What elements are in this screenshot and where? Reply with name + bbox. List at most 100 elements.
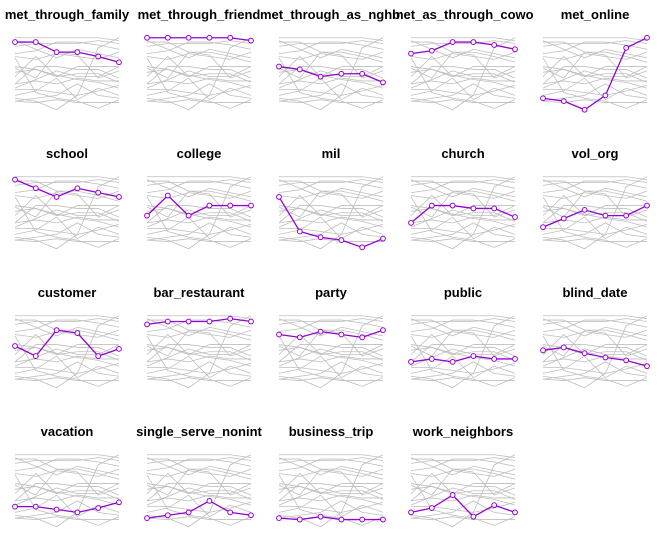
panel-plot — [12, 37, 122, 111]
background-series-line — [146, 41, 252, 54]
background-series-line — [278, 335, 384, 387]
panel-plot — [144, 176, 254, 250]
data-point — [449, 492, 456, 498]
background-series-line — [146, 458, 252, 471]
panel-title: met_through_friend — [137, 7, 261, 22]
data-point — [560, 215, 567, 222]
chart-panel: met_through_as_nghbrs — [260, 0, 402, 139]
background-series-line — [146, 347, 252, 367]
data-point — [317, 513, 324, 520]
chart-panel: school — [2, 139, 132, 278]
background-series-line — [146, 483, 252, 502]
background-series-line — [14, 40, 120, 47]
highlight-series-line — [542, 37, 648, 111]
data-point — [95, 53, 102, 60]
background-series-line — [146, 474, 252, 526]
chart-panel: blind_date — [530, 278, 659, 417]
background-series-line — [278, 176, 384, 250]
data-point — [470, 205, 477, 212]
background-series-line — [410, 222, 516, 241]
background-series-line — [146, 55, 251, 78]
background-series-line — [543, 176, 648, 181]
chart-panel: church — [398, 139, 528, 278]
data-point — [359, 334, 366, 341]
background-series-line — [14, 329, 120, 338]
panel-title: business_trip — [288, 424, 374, 439]
background-series-line — [542, 51, 648, 60]
background-series-line — [278, 318, 384, 325]
background-series-line — [14, 333, 119, 356]
background-series-line — [14, 57, 120, 109]
background-series-line — [147, 223, 252, 235]
background-series-line — [278, 208, 384, 228]
background-series-line — [14, 468, 120, 477]
background-series-line — [410, 238, 515, 242]
background-series-line — [542, 333, 647, 356]
data-point — [470, 39, 477, 45]
data-point — [644, 363, 650, 370]
data-point — [491, 42, 498, 48]
background-series-line — [278, 179, 384, 186]
background-series-line — [14, 190, 120, 199]
background-series-line — [146, 176, 252, 250]
background-series-line — [411, 41, 516, 63]
background-series-line — [410, 468, 516, 477]
background-series-line — [146, 344, 252, 363]
background-series-line — [146, 205, 252, 224]
background-series-line — [14, 196, 120, 248]
data-point — [408, 358, 414, 365]
background-series-line — [146, 77, 252, 101]
background-series-line — [542, 355, 648, 379]
background-series-line — [542, 69, 648, 89]
background-series-line — [278, 180, 384, 193]
data-point — [144, 212, 150, 219]
data-point — [32, 185, 39, 192]
background-series-line — [542, 222, 648, 241]
background-series-line — [14, 494, 119, 502]
background-series-line — [278, 77, 384, 101]
background-series-line — [147, 180, 252, 202]
data-point — [428, 505, 435, 511]
background-series-line — [279, 319, 384, 341]
highlight-series-line — [14, 179, 120, 198]
panel-plot — [144, 454, 254, 528]
background-series-line — [278, 190, 384, 199]
data-point — [32, 39, 39, 45]
background-series-line — [411, 315, 516, 320]
background-series-line — [542, 205, 648, 224]
panel-plot — [540, 315, 650, 389]
background-series-line — [14, 500, 120, 519]
data-point — [380, 235, 386, 242]
background-series-line — [542, 99, 647, 103]
background-series-line — [146, 69, 252, 89]
background-series-line — [14, 494, 120, 518]
background-series-line — [14, 344, 120, 363]
background-series-line — [543, 84, 648, 96]
background-series-line — [278, 83, 384, 102]
data-point — [164, 318, 171, 325]
background-series-line — [14, 361, 120, 380]
background-series-line — [278, 51, 384, 79]
background-series-line — [410, 51, 516, 79]
background-series-line — [14, 205, 120, 228]
chart-panel: vol_org — [530, 139, 659, 278]
data-point — [144, 515, 150, 522]
data-point — [276, 331, 282, 338]
data-point — [12, 176, 18, 183]
background-series-line — [146, 190, 252, 218]
background-series-line — [278, 454, 384, 528]
background-series-line — [542, 208, 648, 228]
background-series-line — [15, 458, 120, 480]
background-series-line — [543, 180, 648, 202]
background-series-line — [410, 194, 515, 217]
panel-title: church — [441, 146, 485, 161]
background-series-line — [543, 362, 648, 374]
background-series-line — [542, 57, 648, 109]
background-series-line — [146, 216, 252, 240]
background-series-line — [278, 468, 384, 477]
background-series-line — [410, 483, 516, 506]
data-point — [206, 318, 213, 325]
background-series-line — [410, 347, 516, 367]
background-series-line — [410, 355, 516, 379]
background-series-line — [278, 474, 384, 526]
